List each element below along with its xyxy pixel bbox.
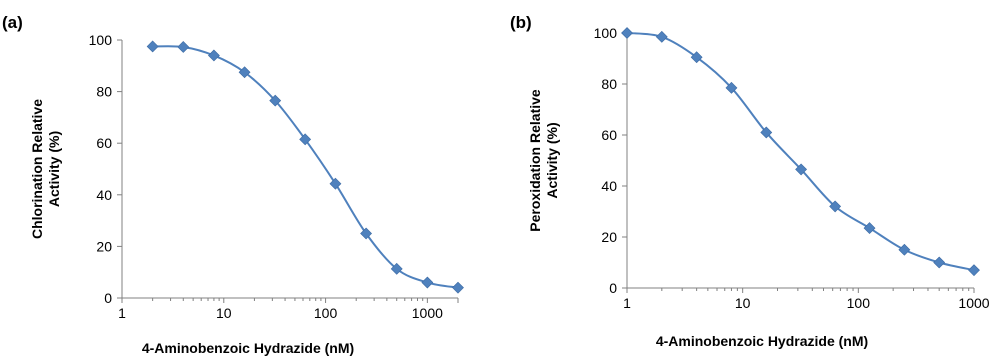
y-tick-label: 80 xyxy=(601,76,617,92)
panel-label: (a) xyxy=(2,13,23,32)
y-tick-label: 60 xyxy=(96,135,112,151)
y-tick-label: 0 xyxy=(104,290,112,306)
y-tick-label: 100 xyxy=(594,25,618,41)
x-axis-title: 4-Aminobenzoic Hydrazide (nM) xyxy=(656,333,868,349)
y-axis-title: Peroxidation Relative Activity (%) xyxy=(527,89,560,232)
y-tick-label: 60 xyxy=(601,127,617,143)
y-tick-label: 100 xyxy=(89,32,113,48)
x-axis-title: 4-Aminobenzoic Hydrazide (nM) xyxy=(142,340,354,356)
x-tick-label: 10 xyxy=(216,305,232,321)
data-point xyxy=(760,126,773,139)
y-axis-title-line: Chlorination Relative xyxy=(29,99,45,239)
y-axis-title: Chlorination Relative Activity (%) xyxy=(29,99,62,239)
x-tick-label: 1 xyxy=(623,295,631,311)
data-point xyxy=(390,262,403,275)
data-point xyxy=(725,81,738,94)
data-point xyxy=(238,66,251,79)
data-point xyxy=(177,41,190,53)
data-point xyxy=(621,27,633,39)
data-point xyxy=(795,163,808,176)
y-tick-label: 20 xyxy=(601,229,617,245)
x-tick-label: 100 xyxy=(847,295,871,311)
panel-label: (b) xyxy=(510,13,532,32)
y-tick-label: 80 xyxy=(96,84,112,100)
x-tick-label: 100 xyxy=(314,305,338,321)
x-tick-label: 10 xyxy=(735,295,751,311)
series-line xyxy=(626,32,975,272)
x-tick-label: 1000 xyxy=(958,295,989,311)
data-point xyxy=(690,51,703,64)
data-point xyxy=(299,133,312,146)
y-axis-title-line: Activity (%) xyxy=(544,122,560,198)
data-point xyxy=(898,243,911,256)
series-line xyxy=(152,45,459,289)
y-axis-title-line: Activity (%) xyxy=(46,131,62,207)
x-tick-label: 1000 xyxy=(412,305,443,321)
data-point xyxy=(968,264,980,277)
data-point xyxy=(452,281,464,294)
chart-panel-b: (b) 0 20 40 60 80 100 1 10 100 1000 4-Aminobenzoic … xyxy=(510,13,990,349)
y-tick-label: 40 xyxy=(601,178,617,194)
data-point xyxy=(421,276,434,289)
y-axis-title-line: Peroxidation Relative xyxy=(527,89,543,232)
y-tick-label: 20 xyxy=(96,238,112,254)
y-tick-label: 40 xyxy=(96,187,112,203)
x-tick-label: 1 xyxy=(118,305,126,321)
data-point xyxy=(863,222,876,234)
data-point xyxy=(360,227,373,240)
data-point xyxy=(269,94,282,107)
data-point xyxy=(933,256,946,269)
data-point xyxy=(829,200,842,213)
chart-panel-a: (a) 0 20 40 60 80 100 1 10 100 1000 4-Aminobenzoic … xyxy=(2,13,464,356)
data-point xyxy=(655,30,668,43)
data-point xyxy=(329,177,342,190)
data-point xyxy=(207,49,220,62)
y-tick-label: 0 xyxy=(609,280,617,296)
data-point xyxy=(146,40,159,53)
